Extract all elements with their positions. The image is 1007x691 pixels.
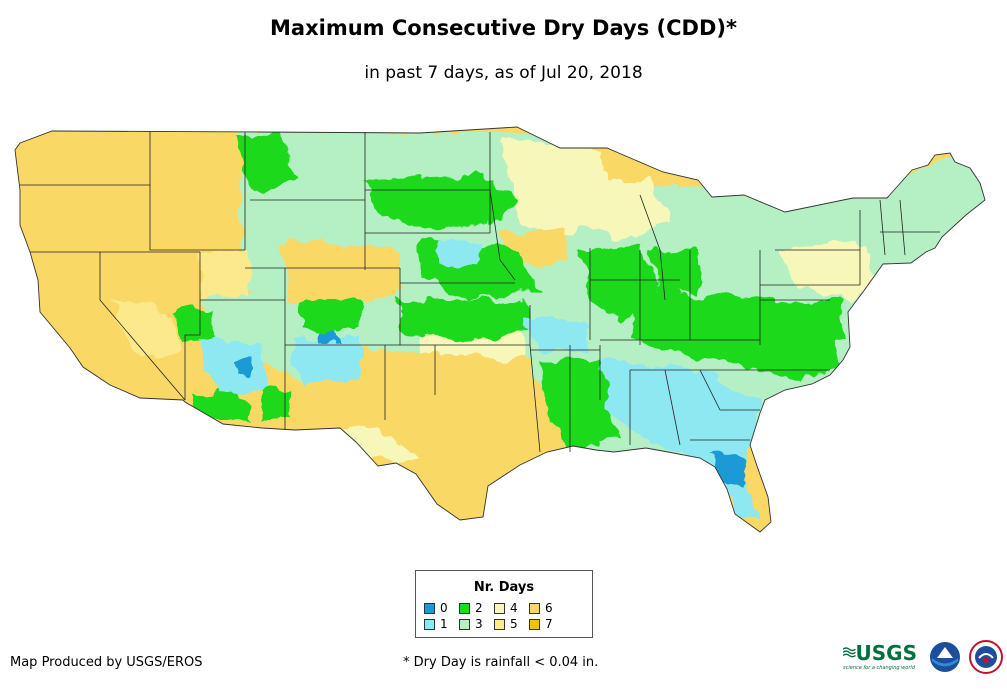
legend-swatch (529, 618, 540, 630)
dry-day-raster (15, 127, 985, 532)
lake-michigan-shore (639, 194, 666, 301)
legend-item-5: 5 (494, 618, 518, 630)
legend-item-6: 6 (529, 602, 553, 614)
legend-item-3: 3 (459, 618, 483, 630)
legend-item-7: 7 (529, 618, 553, 630)
legend-item-1: 1 (424, 618, 448, 630)
legend-label: 0 (440, 601, 448, 615)
legend-swatch (424, 618, 435, 630)
usgs-logo: USGS science for a changing world (843, 641, 917, 673)
usgs-logo-text: USGS (855, 641, 917, 665)
legend-title: Nr. Days (473, 580, 535, 595)
map-credit: Map Produced by USGS/EROS (10, 655, 203, 670)
legend-label: 3 (475, 617, 483, 631)
legend-label: 1 (440, 617, 448, 631)
legend-label: 4 (510, 601, 518, 615)
legend-swatch (494, 602, 505, 614)
legend-item-0: 0 (424, 602, 448, 614)
legend-swatch (424, 602, 435, 614)
agency-logos: USGS science for a changing world (843, 640, 1003, 674)
legend-swatch (529, 602, 540, 614)
legend-label: 7 (545, 617, 553, 631)
map-title: Maximum Consecutive Dry Days (CDD)* (270, 16, 737, 40)
map-subtitle: in past 7 days, as of Jul 20, 2018 (364, 63, 643, 83)
legend-item-2: 2 (459, 602, 483, 614)
noaa-logo-icon (930, 642, 960, 672)
state-borders (20, 132, 940, 453)
us-dry-days-map (14, 126, 986, 533)
legend-label: 5 (510, 617, 518, 631)
legend-label: 2 (475, 601, 483, 615)
usgs-tagline: science for a changing world (843, 665, 915, 671)
dry-day-footnote: * Dry Day is rainfall < 0.04 in. (403, 655, 599, 670)
legend-swatch (494, 618, 505, 630)
nws-logo-icon (969, 640, 1003, 674)
legend-label: 6 (545, 601, 553, 615)
legend: Nr. Days 0 1 2 3 4 5 6 7 (415, 570, 593, 638)
legend-swatch (459, 618, 470, 630)
usgs-wave-icon (843, 647, 856, 658)
legend-item-4: 4 (494, 602, 518, 614)
legend-swatch (459, 602, 470, 614)
